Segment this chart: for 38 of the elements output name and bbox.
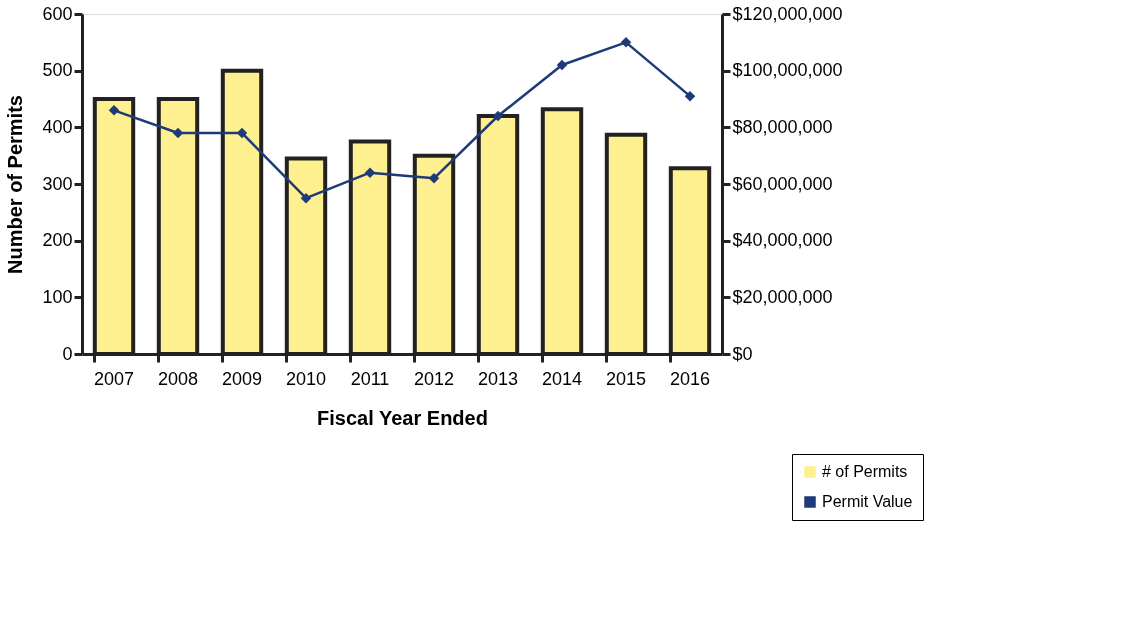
y-tick-label: 600	[42, 3, 73, 24]
legend-label: Permit Value	[822, 493, 913, 510]
y-axis-title: Number of Permits	[4, 95, 27, 274]
point	[300, 192, 312, 204]
point	[364, 167, 376, 178]
y-tick-label: 0	[62, 343, 73, 364]
x-tick-label: 2011	[350, 368, 390, 389]
point	[684, 90, 696, 102]
y2-tick-label: $60,000,000	[732, 173, 833, 194]
point	[172, 127, 184, 139]
y2-tick-label: $20,000,000	[732, 286, 833, 307]
point	[620, 37, 632, 48]
legend-label: # of Permits	[822, 463, 908, 480]
point	[108, 105, 120, 116]
y2-tick-label: $100,000,000	[732, 60, 843, 81]
x-tick-label: 2007	[93, 368, 135, 389]
y-tick-label: 100	[42, 286, 73, 307]
y-tick-label: 300	[42, 173, 73, 194]
point	[236, 127, 248, 139]
x-tick-label: 2009	[221, 368, 263, 389]
y-tick-label: 200	[42, 230, 73, 251]
x-tick-label: 2016	[669, 368, 711, 389]
y2-tick-label: $80,000,000	[732, 116, 833, 137]
x-tick-label: 2008	[157, 368, 199, 389]
x-axis-title: Fiscal Year Ended	[317, 406, 488, 429]
x-tick-label: 2014	[541, 368, 583, 389]
x-tick-label: 2015	[605, 368, 647, 389]
y2-tick-label: $0	[732, 343, 753, 364]
y-tick-label: 400	[42, 116, 73, 137]
x-tick-label: 2012	[413, 368, 455, 389]
x-tick-label: 2013	[477, 368, 519, 389]
y2-tick-label: $120,000,000	[732, 3, 843, 24]
point	[492, 110, 504, 122]
y2-tick-label: $40,000,000	[732, 230, 833, 251]
point	[428, 173, 440, 184]
x-tick-label: 2010	[285, 368, 327, 389]
point	[556, 59, 568, 71]
y-tick-label: 500	[42, 60, 73, 81]
